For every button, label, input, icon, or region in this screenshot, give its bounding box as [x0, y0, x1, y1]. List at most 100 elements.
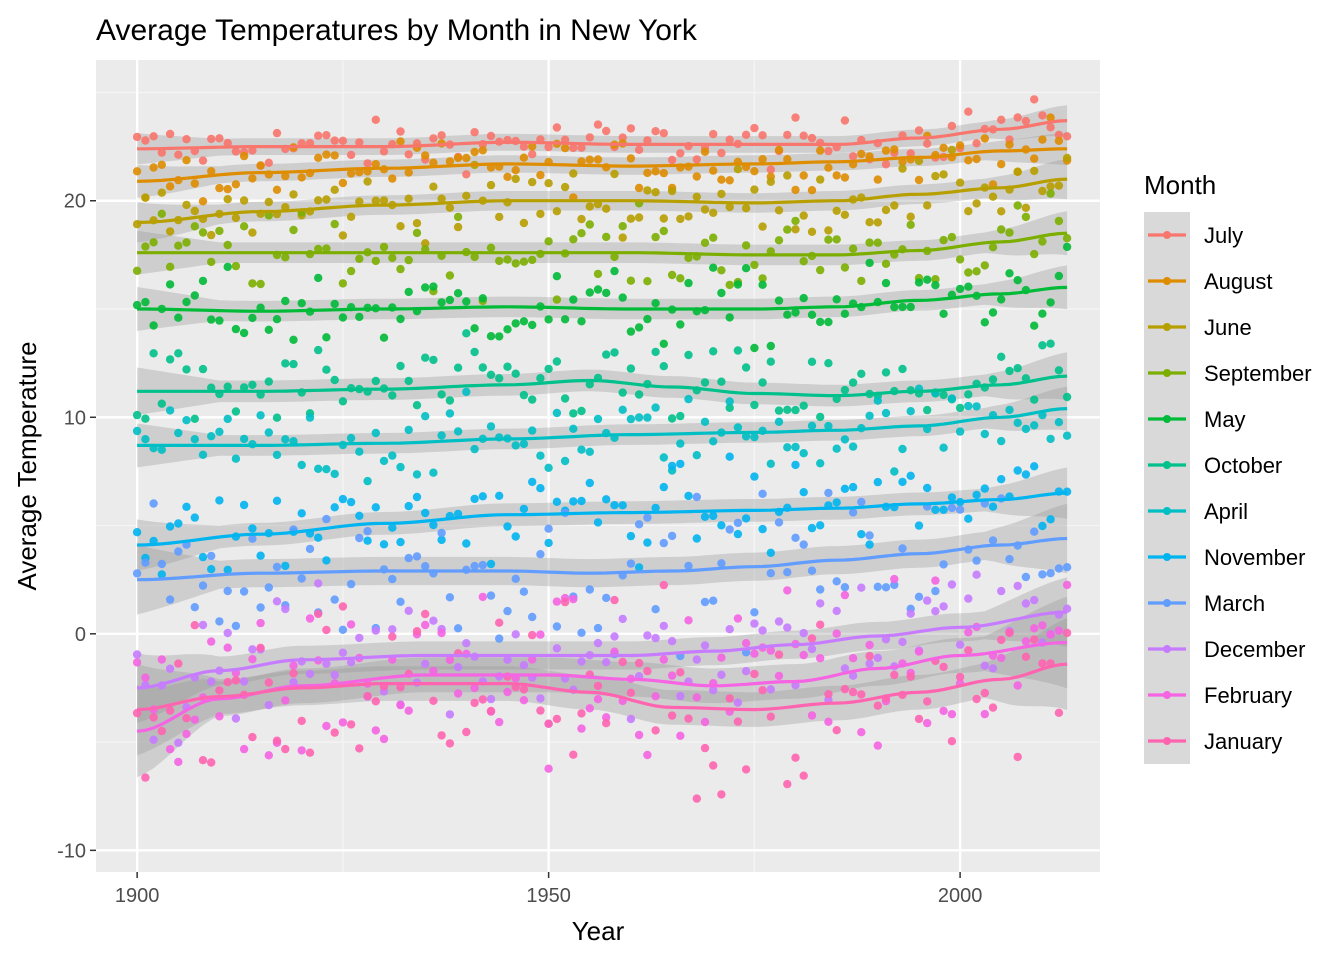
data-point-august — [429, 158, 438, 167]
data-point-june — [289, 190, 298, 199]
data-point-january — [955, 672, 965, 682]
data-point-august — [1005, 140, 1014, 149]
data-point-march — [437, 528, 446, 538]
data-point-april — [947, 394, 957, 403]
data-point-march — [832, 577, 841, 586]
data-point-october — [231, 407, 241, 416]
data-point-january — [873, 701, 882, 710]
data-point-march — [717, 559, 726, 568]
data-point-november — [997, 475, 1006, 484]
data-point-february — [931, 576, 940, 585]
data-point-february — [651, 692, 660, 701]
data-point-may — [602, 288, 611, 298]
data-point-march — [338, 625, 348, 634]
data-point-november — [503, 522, 512, 531]
data-point-april — [643, 413, 652, 422]
data-point-december — [174, 738, 183, 747]
data-point-may — [462, 297, 471, 306]
data-point-january — [281, 744, 290, 754]
data-point-march — [931, 586, 940, 596]
data-point-november — [651, 503, 660, 513]
data-point-may — [338, 313, 348, 322]
data-point-september — [264, 211, 273, 220]
data-point-july — [585, 133, 594, 142]
data-point-march — [881, 583, 891, 592]
data-point-march — [421, 562, 430, 571]
data-point-may — [676, 320, 685, 329]
data-point-march — [297, 574, 306, 583]
data-point-october — [684, 350, 693, 360]
data-point-september — [174, 241, 183, 250]
trend-line-march — [137, 536, 1068, 582]
data-point-june — [750, 185, 759, 194]
data-point-june — [577, 214, 586, 224]
data-point-july — [314, 131, 323, 140]
data-point-october — [577, 406, 586, 416]
data-point-august — [281, 171, 290, 181]
data-point-may — [577, 317, 586, 326]
data-point-december — [700, 641, 710, 650]
data-point-july — [717, 148, 726, 158]
data-point-may — [832, 295, 841, 304]
data-point-may — [840, 309, 850, 318]
data-point-july — [783, 130, 792, 140]
data-point-july — [848, 152, 858, 161]
data-point-august — [322, 150, 331, 159]
data-point-march — [174, 547, 183, 556]
data-point-february — [182, 729, 191, 739]
data-point-june — [651, 188, 660, 197]
data-point-july — [330, 136, 339, 145]
data-point-august — [774, 145, 784, 155]
data-point-june — [758, 222, 767, 231]
data-point-april — [421, 412, 430, 421]
data-point-may — [198, 276, 208, 286]
data-point-july — [149, 132, 158, 141]
data-point-december — [857, 583, 866, 592]
data-point-january — [700, 743, 710, 753]
data-point-november — [355, 511, 364, 520]
data-point-july — [338, 136, 348, 145]
data-point-october — [955, 403, 965, 413]
data-point-december — [840, 664, 850, 673]
data-point-february — [750, 649, 759, 658]
data-point-june — [890, 201, 899, 210]
data-point-september — [955, 255, 965, 264]
data-point-november — [519, 504, 529, 514]
confidence-band-march — [137, 503, 1068, 615]
data-point-april — [215, 427, 224, 436]
data-point-july — [486, 131, 496, 141]
data-point-october — [898, 364, 907, 374]
data-point-february — [939, 706, 948, 716]
data-point-november — [659, 482, 668, 492]
data-point-february — [857, 728, 866, 737]
data-point-february — [824, 717, 833, 726]
data-point-april — [659, 453, 668, 462]
data-point-november — [939, 505, 948, 514]
data-point-may — [939, 309, 948, 318]
data-point-january — [346, 720, 356, 729]
data-point-january — [906, 672, 915, 681]
data-point-march — [634, 520, 644, 529]
data-point-may — [330, 299, 339, 309]
data-point-october — [536, 374, 545, 383]
data-point-september — [141, 242, 150, 251]
data-point-january — [651, 726, 660, 735]
data-point-november — [256, 551, 265, 560]
data-point-february — [281, 696, 290, 705]
data-point-april — [1054, 418, 1064, 427]
data-point-march — [412, 552, 422, 561]
data-point-march — [256, 603, 265, 612]
data-point-march — [955, 505, 965, 514]
data-point-november — [799, 488, 808, 497]
data-point-january — [807, 634, 817, 643]
data-point-june — [923, 201, 932, 210]
grid-lines — [96, 60, 1100, 872]
data-point-june — [536, 209, 545, 219]
data-point-may — [931, 281, 940, 290]
data-point-october — [807, 357, 817, 366]
data-point-july — [659, 129, 668, 138]
data-point-july — [1062, 132, 1072, 141]
data-point-may — [593, 285, 603, 294]
data-point-november — [725, 452, 734, 461]
data-point-february — [667, 671, 677, 680]
